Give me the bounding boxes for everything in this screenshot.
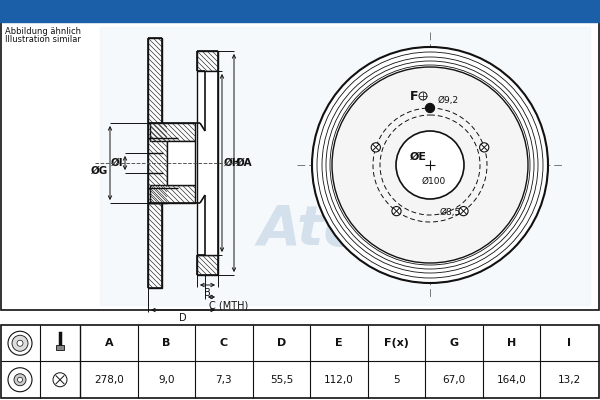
Bar	[1, 325, 599, 398]
Bar	[0, 0, 600, 22]
Text: 55,5: 55,5	[270, 375, 293, 385]
Bar	[148, 123, 167, 203]
Bar	[197, 51, 218, 71]
Text: Ate: Ate	[258, 203, 362, 257]
Bar	[1, 22, 599, 310]
Bar	[197, 71, 218, 255]
Text: C: C	[220, 338, 228, 348]
Text: B: B	[162, 338, 170, 348]
Bar	[167, 141, 195, 185]
Bar	[0, 22, 600, 310]
Text: 9,0: 9,0	[158, 375, 175, 385]
Circle shape	[332, 67, 528, 263]
Text: F: F	[410, 90, 418, 102]
Text: ØE: ØE	[409, 152, 427, 162]
Text: E: E	[335, 338, 343, 348]
Circle shape	[53, 373, 67, 387]
Bar	[197, 255, 218, 275]
Bar	[148, 38, 162, 123]
Circle shape	[425, 103, 434, 113]
Text: 13,2: 13,2	[557, 375, 581, 385]
Text: ØH: ØH	[224, 158, 241, 168]
Circle shape	[392, 206, 401, 216]
Text: D: D	[277, 338, 286, 348]
Circle shape	[459, 206, 468, 216]
Circle shape	[17, 340, 23, 346]
Text: 7,3: 7,3	[215, 375, 232, 385]
Text: G: G	[449, 338, 458, 348]
Text: D: D	[179, 313, 187, 323]
Text: Abbildung ähnlich: Abbildung ähnlich	[5, 27, 81, 36]
Text: Illustration similar: Illustration similar	[5, 35, 81, 44]
Circle shape	[8, 331, 32, 355]
Circle shape	[479, 143, 489, 152]
Text: ØI: ØI	[110, 158, 123, 168]
Text: H: H	[507, 338, 516, 348]
Bar	[150, 185, 195, 203]
Text: ØG: ØG	[91, 166, 108, 176]
Text: Ø9,2: Ø9,2	[438, 96, 459, 104]
Text: ØA: ØA	[236, 158, 253, 168]
Circle shape	[312, 47, 548, 283]
Circle shape	[396, 131, 464, 199]
Bar	[100, 27, 590, 305]
Text: C (MTH): C (MTH)	[209, 300, 248, 310]
Text: A: A	[104, 338, 113, 348]
Circle shape	[17, 377, 23, 382]
Text: 278,0: 278,0	[94, 375, 124, 385]
Text: B: B	[204, 288, 211, 298]
Circle shape	[371, 143, 380, 152]
Text: 5: 5	[393, 375, 400, 385]
Text: 164,0: 164,0	[497, 375, 527, 385]
Text: Ø100: Ø100	[422, 177, 446, 186]
Circle shape	[12, 335, 28, 351]
Text: 67,0: 67,0	[443, 375, 466, 385]
Text: I: I	[567, 338, 571, 348]
Text: Ø8,5: Ø8,5	[440, 208, 461, 217]
Text: 24.0309-0114.1: 24.0309-0114.1	[123, 4, 257, 18]
Bar	[56, 345, 64, 350]
Circle shape	[8, 368, 32, 392]
Text: F(x): F(x)	[384, 338, 409, 348]
Bar	[150, 123, 195, 141]
Bar	[148, 203, 162, 288]
Circle shape	[14, 374, 26, 386]
Text: 509114: 509114	[358, 4, 422, 18]
Text: 112,0: 112,0	[324, 375, 354, 385]
